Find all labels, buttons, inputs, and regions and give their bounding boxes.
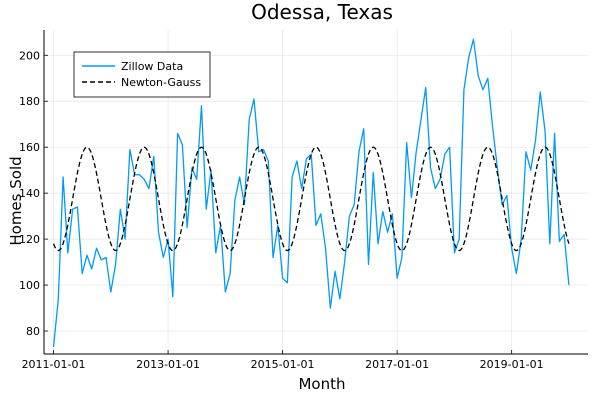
- legend: Zillow Data Newton-Gauss: [73, 51, 211, 98]
- y-tick-label: 160: [19, 141, 40, 154]
- x-tick-label: 2019-01-01: [480, 358, 544, 371]
- x-axis-title: Month: [298, 375, 345, 393]
- y-tick-label: 180: [19, 95, 40, 108]
- series-line-zillow-data: [52, 38, 570, 348]
- legend-label-newton-gauss: Newton-Gauss: [121, 76, 201, 89]
- series-layer: [52, 38, 570, 348]
- legend-box: [73, 51, 211, 98]
- tick-labels: 2011-01-01 2013-01-01 2015-01-01 2017-01-01…: [19, 49, 544, 371]
- y-tick-label: 120: [19, 233, 40, 246]
- y-tick-label: 200: [19, 49, 40, 62]
- x-tick-label: 2013-01-01: [136, 358, 200, 371]
- legend-label-zillow-data: Zillow Data: [121, 60, 183, 73]
- x-tick-label: 2011-01-01: [22, 358, 86, 371]
- y-tick-label: 100: [19, 279, 40, 292]
- chart-title: Odessa, Texas: [251, 0, 393, 24]
- y-tick-label: 140: [19, 187, 40, 200]
- axes: [43, 30, 588, 355]
- y-tick-label: 80: [26, 325, 40, 338]
- x-tick-label: 2017-01-01: [365, 358, 429, 371]
- x-tick-label: 2015-01-01: [251, 358, 315, 371]
- y-axis-title: Homes Sold: [7, 156, 25, 245]
